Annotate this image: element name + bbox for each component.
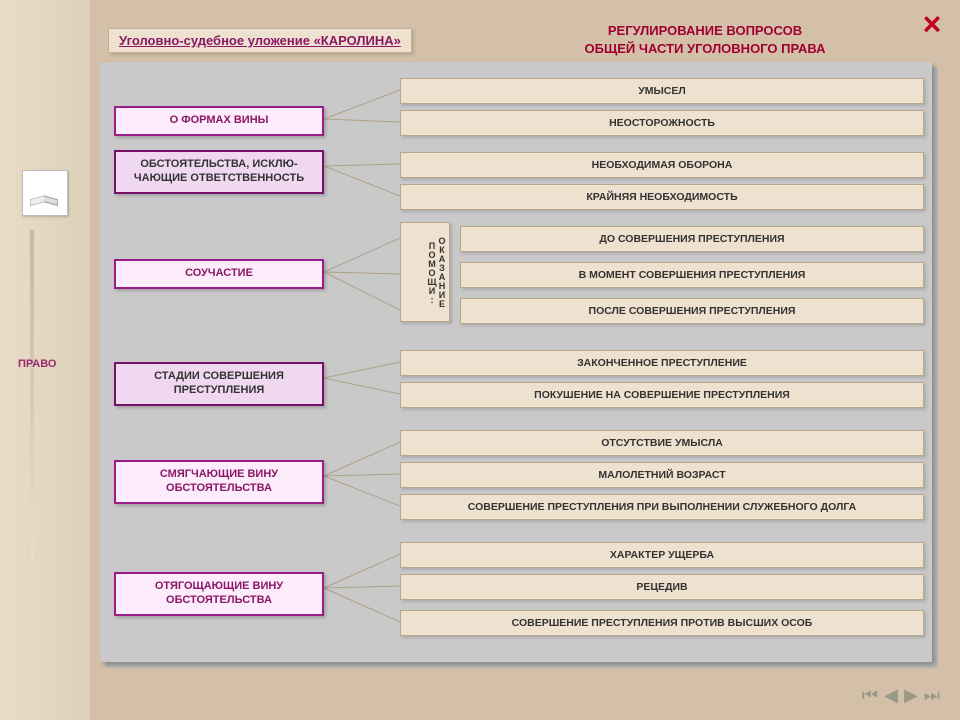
- item-complicity-0: ДО СОВЕРШЕНИЯ ПРЕСТУПЛЕНИЯ: [460, 226, 924, 252]
- item-aggr-2: СОВЕРШЕНИЕ ПРЕСТУПЛЕНИЯ ПРОТИВ ВЫСШИХ ОС…: [400, 610, 924, 636]
- category-excl[interactable]: ОБСТОЯТЕЛЬСТВА, ИСКЛЮ-ЧАЮЩИЕ ОТВЕТСТВЕНН…: [114, 150, 324, 194]
- category-forms[interactable]: О ФОРМАХ ВИНЫ: [114, 106, 324, 136]
- category-mitig[interactable]: СМЯГЧАЮЩИЕ ВИНУОБСТОЯТЕЛЬСТВА: [114, 460, 324, 504]
- item-forms-1: НЕОСТОРОЖНОСТЬ: [400, 110, 924, 136]
- item-complicity-1: В МОМЕНТ СОВЕРШЕНИЯ ПРЕСТУПЛЕНИЯ: [460, 262, 924, 288]
- nav-first-icon[interactable]: ⏮: [862, 685, 878, 706]
- item-excl-1: КРАЙНЯЯ НЕОБХОДИМОСТЬ: [400, 184, 924, 210]
- item-mitig-0: ОТСУТСТВИЕ УМЫСЛА: [400, 430, 924, 456]
- page-title: РЕГУЛИРОВАНИЕ ВОПРОСОВОБЩЕЙ ЧАСТИ УГОЛОВ…: [505, 22, 905, 57]
- sidebar-label: ПРАВО: [18, 358, 56, 370]
- vlabel-complicity: ОКАЗАНИЕ ПОМОЩИ:: [400, 222, 450, 322]
- header-link[interactable]: Уголовно-судебное уложение «КАРОЛИНА»: [108, 28, 412, 53]
- item-forms-0: УМЫСЕЛ: [400, 78, 924, 104]
- nav-last-icon[interactable]: ⏭: [924, 685, 940, 706]
- item-stages-0: ЗАКОНЧЕННОЕ ПРЕСТУПЛЕНИЕ: [400, 350, 924, 376]
- category-aggr[interactable]: ОТЯГОЩАЮЩИЕ ВИНУОБСТОЯТЕЛЬСТВА: [114, 572, 324, 616]
- item-aggr-0: ХАРАКТЕР УЩЕРБА: [400, 542, 924, 568]
- nav-prev-icon[interactable]: ◀: [884, 685, 898, 706]
- sidebar-divider: [30, 230, 34, 560]
- item-excl-0: НЕОБХОДИМАЯ ОБОРОНА: [400, 152, 924, 178]
- nav-controls: ⏮ ◀ ▶ ⏭: [862, 685, 940, 706]
- book-icon[interactable]: [22, 170, 68, 216]
- item-mitig-2: СОВЕРШЕНИЕ ПРЕСТУПЛЕНИЯ ПРИ ВЫПОЛНЕНИИ С…: [400, 494, 924, 520]
- nav-next-icon[interactable]: ▶: [904, 685, 918, 706]
- item-complicity-2: ПОСЛЕ СОВЕРШЕНИЯ ПРЕСТУПЛЕНИЯ: [460, 298, 924, 324]
- item-aggr-1: РЕЦЕДИВ: [400, 574, 924, 600]
- close-icon[interactable]: ×: [916, 10, 948, 42]
- main-panel: О ФОРМАХ ВИНЫ УМЫСЕЛ НЕОСТОРОЖНОСТЬ ОБСТОЯТ…: [100, 62, 932, 662]
- category-complicity[interactable]: СОУЧАСТИЕ: [114, 259, 324, 289]
- sidebar: ПРАВО: [0, 0, 90, 720]
- item-mitig-1: МАЛОЛЕТНИЙ ВОЗРАСТ: [400, 462, 924, 488]
- category-stages[interactable]: СТАДИИ СОВЕРШЕНИЯПРЕСТУПЛЕНИЯ: [114, 362, 324, 406]
- item-stages-1: ПОКУШЕНИЕ НА СОВЕРШЕНИЕ ПРЕСТУПЛЕНИЯ: [400, 382, 924, 408]
